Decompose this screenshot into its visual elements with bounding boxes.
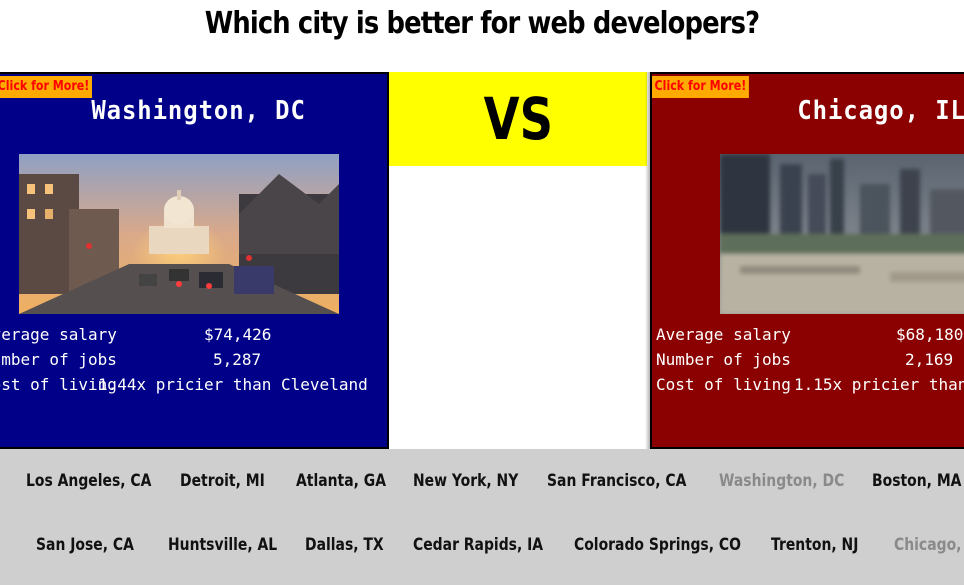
left-city-name: Washington, DC [91,96,306,126]
chicago-photo-graphic [720,154,964,314]
stat-value: $74,426 [204,325,272,344]
city-link-dallas[interactable]: Dallas, TX [305,535,384,555]
stat-value: $68,180 [896,325,964,344]
city-link-los-angeles[interactable]: Los Angeles, CA [26,471,152,491]
stat-label: Average salary [0,325,117,344]
city-link-boston[interactable]: Boston, MA [872,471,962,491]
city-link-huntsville[interactable]: Huntsville, AL [168,535,278,555]
stat-value: 1.44x pricier than Cleveland [98,375,368,394]
city-link-trenton[interactable]: Trenton, NJ [771,535,859,555]
city-link-atlanta[interactable]: Atlanta, GA [296,471,387,491]
right-more-button[interactable]: Click for More! [652,76,749,98]
city-link-colorado-springs[interactable]: Colorado Springs, CO [574,535,741,555]
stat-value: 5,287 [213,350,262,369]
city-link-new-york[interactable]: New York, NY [413,471,519,491]
washington-city-photo [19,154,339,314]
right-city-name: Chicago, IL [797,96,964,126]
stat-label: Cost of living [656,375,791,394]
washington-photo-graphic [19,154,339,314]
panel-shadow [645,72,651,449]
city-link-washington[interactable]: Washington, DC [719,471,845,491]
right-city-panel: Click for More! Chicago, IL [650,72,964,449]
stat-label: Number of jobs [0,350,117,369]
city-selection-bar: Los Angeles, CA Detroit, MI Atlanta, GA … [0,449,964,585]
chicago-city-photo [720,154,964,314]
left-more-button[interactable]: Click for More! [0,76,92,98]
stat-label: Cost of living [0,375,117,394]
page-title: Which city is better for web developers? [204,6,760,41]
vs-badge: VS [389,72,647,166]
city-link-detroit[interactable]: Detroit, MI [180,471,265,491]
city-link-chicago[interactable]: Chicago, IL [894,535,964,555]
stat-value: 1.15x pricier than [794,375,964,394]
city-link-san-francisco[interactable]: San Francisco, CA [547,471,687,491]
stat-label: Average salary [656,325,791,344]
left-city-panel: Click for More! Washington, DC [0,72,389,449]
city-link-san-jose[interactable]: San Jose, CA [36,535,134,555]
vs-label: VS [483,85,553,153]
city-link-cedar-rapids[interactable]: Cedar Rapids, IA [413,535,544,555]
stat-label: Number of jobs [656,350,791,369]
stat-value: 2,169 [905,350,954,369]
